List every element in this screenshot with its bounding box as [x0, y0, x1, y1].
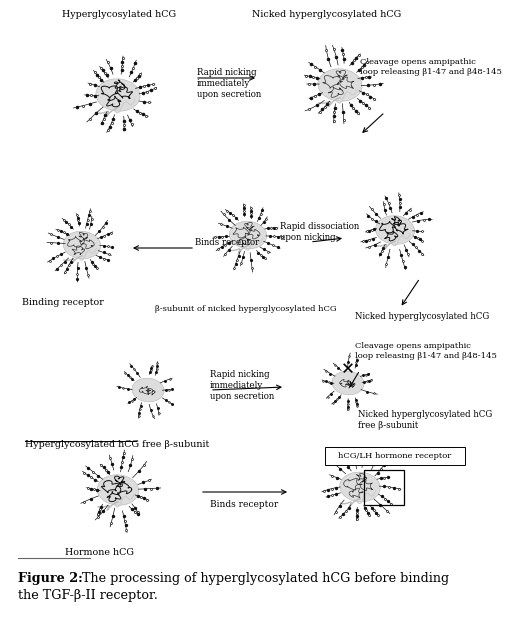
Text: Cleavage opens ampipathic
loop releasing β1-47 and β48-145: Cleavage opens ampipathic loop releasing… [355, 342, 497, 360]
Text: the TGF-β-II receptor.: the TGF-β-II receptor. [18, 589, 158, 602]
Text: The processing of hyperglycosylated hCG before binding: The processing of hyperglycosylated hCG … [74, 572, 449, 585]
Ellipse shape [376, 215, 414, 245]
Text: Binds receptor: Binds receptor [210, 500, 278, 509]
Bar [325, 447, 465, 465]
Ellipse shape [132, 378, 164, 402]
Text: Rapid dissociation
upon nicking: Rapid dissociation upon nicking [280, 222, 359, 242]
Ellipse shape [63, 232, 101, 259]
Ellipse shape [318, 69, 362, 101]
Text: Hyperglycosylated hCG free β-subunit: Hyperglycosylated hCG free β-subunit [25, 440, 209, 449]
Text: Hormone hCG: Hormone hCG [65, 548, 134, 557]
Bar [364, 470, 405, 505]
Text: Binding receptor: Binding receptor [22, 298, 104, 307]
Text: Cleavage opens ampipathic
loop releasing β1-47 and β48-145: Cleavage opens ampipathic loop releasing… [360, 58, 502, 76]
Text: Hyperglycosylated hCG: Hyperglycosylated hCG [62, 10, 176, 19]
Ellipse shape [96, 79, 140, 111]
Ellipse shape [230, 221, 267, 249]
Text: Figure 2:: Figure 2: [18, 572, 83, 585]
Text: β-subunit of nicked hyperglycosylated hCG: β-subunit of nicked hyperglycosylated hC… [155, 305, 336, 313]
Text: Binds receptor: Binds receptor [195, 238, 259, 247]
Text: Nicked hyperglycosylated hCG: Nicked hyperglycosylated hCG [252, 10, 401, 19]
Ellipse shape [340, 472, 380, 502]
Ellipse shape [97, 475, 139, 505]
Text: Nicked hyperglycosylated hCG
free β-subunit: Nicked hyperglycosylated hCG free β-subu… [358, 410, 492, 430]
Text: hCG/LH hormone receptor: hCG/LH hormone receptor [338, 452, 451, 460]
Ellipse shape [332, 371, 364, 395]
Text: Rapid nicking
immediately
upon secretion: Rapid nicking immediately upon secretion [197, 68, 261, 99]
Text: Nicked hyperglycosylated hCG: Nicked hyperglycosylated hCG [355, 312, 489, 321]
Text: Rapid nicking
immediately
upon secretion: Rapid nicking immediately upon secretion [210, 370, 274, 401]
